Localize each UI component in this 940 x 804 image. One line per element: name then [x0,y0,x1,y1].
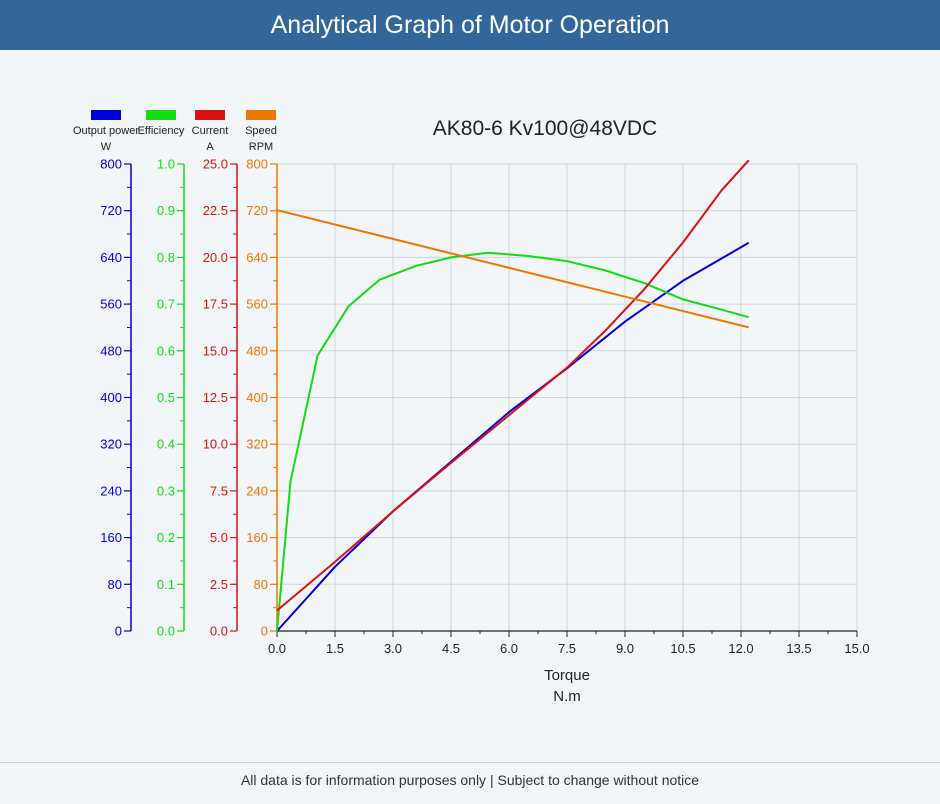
power-tick-label: 0 [115,624,122,639]
speed-tick-label: 80 [254,577,268,592]
efficiency-tick-label: 0.5 [157,390,175,405]
speed-tick-label: 0 [261,624,268,639]
current-legend-label: Current [192,125,229,137]
x-tick-label: 13.5 [786,641,811,656]
current-tick-label: 2.5 [210,577,228,592]
current-tick-label: 12.5 [203,390,228,405]
x-tick-label: 10.5 [670,641,695,656]
current-tick-label: 0.0 [210,624,228,639]
current-legend-unit: A [206,141,214,153]
power-tick-label: 80 [108,577,122,592]
power-legend-unit: W [101,141,112,153]
current-tick-label: 22.5 [203,203,228,218]
speed-tick-label: 400 [246,390,268,405]
current-tick-label: 15.0 [203,343,228,358]
efficiency-tick-label: 0.3 [157,483,175,498]
speed-tick-label: 480 [246,343,268,358]
current-tick-label: 10.0 [203,437,228,452]
efficiency-series-line [276,251,749,632]
speed-tick-label: 240 [246,483,268,498]
x-tick-label: 0.0 [268,641,286,656]
power-tick-label: 400 [100,390,122,405]
speed-tick-label: 560 [246,297,268,312]
power-tick-label: 480 [100,343,122,358]
power-tick-label: 800 [100,157,122,172]
power-tick-label: 320 [100,437,122,452]
x-tick-label: 12.0 [728,641,753,656]
speed-tick-label: 160 [246,530,268,545]
power-series-line [276,241,750,632]
efficiency-tick-label: 0.2 [157,530,175,545]
current-tick-label: 20.0 [203,250,228,265]
speed-tick-label: 800 [246,157,268,172]
speed-tick-label: 720 [246,203,268,218]
x-axis-title: Torque [544,667,590,684]
efficiency-tick-label: 0.8 [157,250,175,265]
x-axis-unit: N.m [553,688,581,705]
efficiency-tick-label: 0.4 [157,437,175,452]
speed-series-line [276,209,749,329]
x-tick-label: 3.0 [384,641,402,656]
power-tick-label: 160 [100,530,122,545]
x-tick-label: 7.5 [558,641,576,656]
current-tick-label: 25.0 [203,157,228,172]
current-legend-swatch [195,110,225,120]
motor-performance-chart: 0.0 1.5 3.0 4.5 6.0 7.5 9.0 10.5 12.0 13.5 15.0 Tor… [73,110,870,705]
efficiency-tick-label: 0.9 [157,203,175,218]
speed-tick-label: 640 [246,250,268,265]
efficiency-tick-label: 1.0 [157,157,175,172]
efficiency-tick-label: 0.1 [157,577,175,592]
page-header: Analytical Graph of Motor Operation [0,0,940,50]
current-series-line [276,159,750,612]
efficiency-legend-swatch [146,110,176,120]
footer-disclaimer: All data is for information purposes onl… [240,772,700,788]
power-legend-label: Output power [73,125,139,137]
x-tick-label: 4.5 [442,641,460,656]
speed-tick-label: 320 [246,437,268,452]
efficiency-tick-label: 0.7 [157,297,175,312]
efficiency-legend-label: Efficiency [138,125,185,137]
chart-title: AK80-6 Kv100@48VDC [433,117,657,140]
speed-legend-unit: RPM [249,141,273,153]
speed-legend-label: Speed [245,125,277,137]
current-tick-label: 7.5 [210,483,228,498]
x-tick-label: 9.0 [616,641,634,656]
power-tick-label: 640 [100,250,122,265]
speed-legend-swatch [246,110,276,120]
x-tick-label: 15.0 [844,641,869,656]
power-legend-swatch [91,110,121,120]
efficiency-tick-label: 0.0 [157,624,175,639]
x-tick-label: 1.5 [326,641,344,656]
current-tick-label: 17.5 [203,297,228,312]
power-tick-label: 560 [100,297,122,312]
x-tick-label: 6.0 [500,641,518,656]
page-title: Analytical Graph of Motor Operation [270,10,670,39]
footer-divider [0,762,940,763]
power-tick-label: 240 [100,483,122,498]
efficiency-tick-label: 0.6 [157,343,175,358]
current-tick-label: 5.0 [210,530,228,545]
power-tick-label: 720 [100,203,122,218]
